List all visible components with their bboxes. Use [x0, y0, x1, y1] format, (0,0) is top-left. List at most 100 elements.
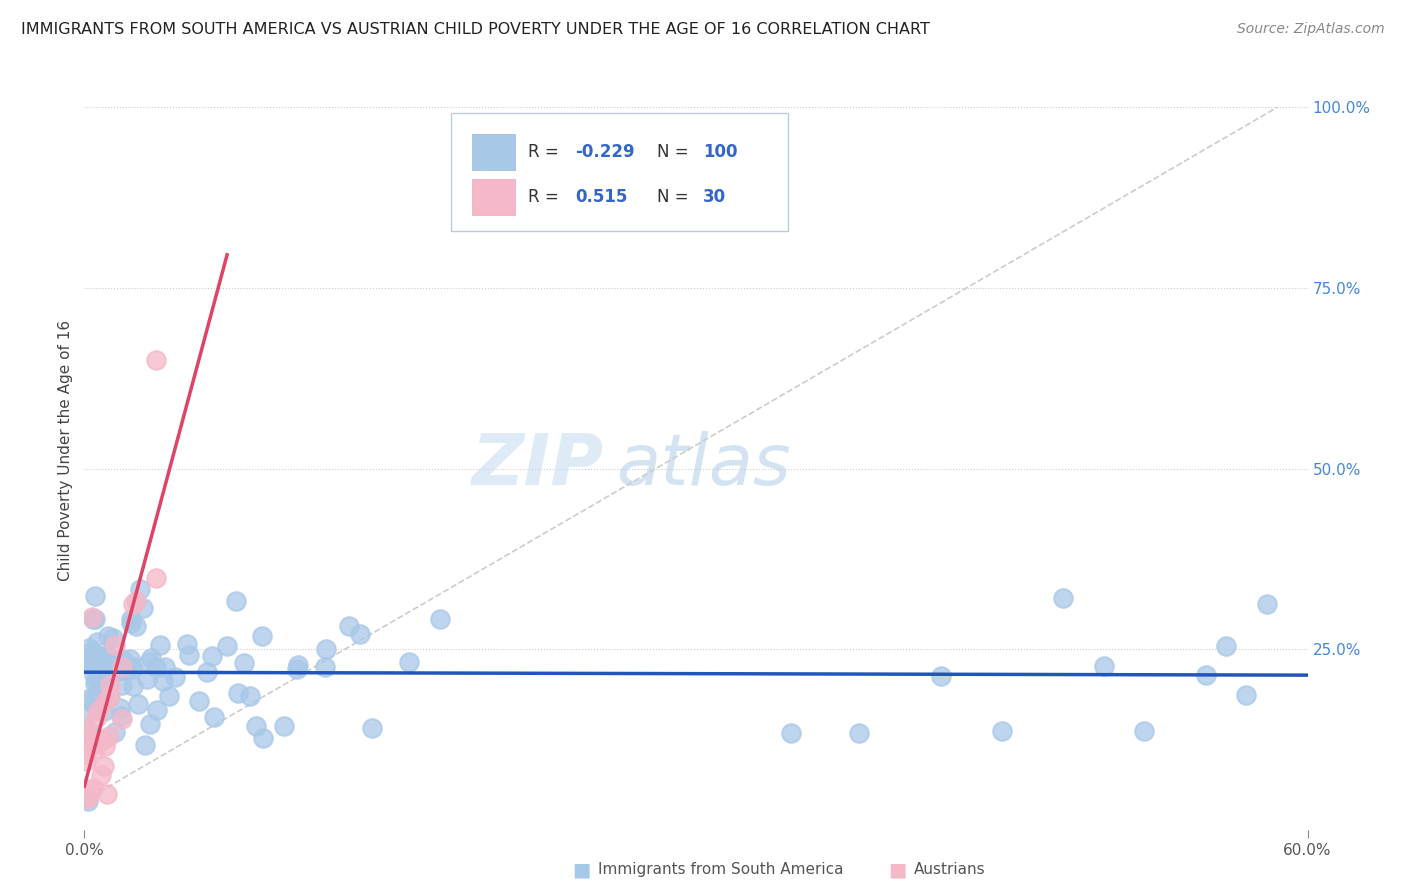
Point: [93, 704, 115, 718]
Point: [98, 690, 121, 705]
Point: [80, 652, 103, 666]
Point: [93, 739, 115, 753]
Point: [285, 662, 308, 676]
Point: [1215, 639, 1237, 653]
Point: [82, 612, 104, 626]
Point: [77, 641, 100, 656]
Point: [97, 629, 120, 643]
Text: ■: ■: [889, 860, 907, 880]
Point: [225, 594, 247, 608]
Text: -0.229: -0.229: [575, 143, 634, 161]
Point: [110, 701, 132, 715]
Point: [82, 737, 104, 751]
Point: [139, 717, 162, 731]
Point: [217, 640, 239, 654]
Point: [77, 794, 100, 808]
Point: [83, 677, 105, 691]
Point: [77, 790, 100, 805]
Point: [75, 790, 97, 805]
Point: [91, 657, 114, 672]
Y-axis label: Child Poverty Under the Age of 16: Child Poverty Under the Age of 16: [58, 320, 73, 581]
FancyBboxPatch shape: [451, 113, 787, 230]
Point: [145, 571, 167, 585]
Point: [86, 648, 108, 663]
Point: [86, 635, 108, 649]
Point: [398, 655, 420, 669]
Point: [125, 619, 148, 633]
Point: [96, 787, 118, 801]
Point: [188, 694, 211, 708]
Point: [77, 706, 100, 721]
Point: [991, 724, 1014, 739]
Point: [75, 754, 97, 768]
Point: [77, 692, 100, 706]
Point: [111, 660, 134, 674]
Point: [103, 632, 125, 646]
Point: [848, 726, 870, 740]
Point: [91, 687, 114, 701]
Point: [252, 731, 274, 745]
Point: [122, 597, 145, 611]
Point: [82, 648, 104, 662]
Point: [252, 629, 274, 643]
Text: 0.515: 0.515: [575, 188, 627, 206]
Point: [1256, 597, 1278, 611]
Point: [86, 710, 108, 724]
Point: [1236, 688, 1258, 702]
Point: [121, 662, 143, 676]
Point: [165, 670, 187, 684]
Point: [149, 638, 172, 652]
Text: N =: N =: [657, 143, 693, 161]
Bar: [472, 179, 515, 216]
Point: [153, 659, 176, 673]
Point: [195, 665, 218, 680]
Point: [79, 783, 101, 797]
Point: [77, 657, 100, 672]
Point: [77, 653, 100, 667]
Point: [141, 650, 163, 665]
Text: R =: R =: [529, 188, 564, 206]
Point: [86, 686, 108, 700]
Point: [157, 689, 180, 703]
Text: Source: ZipAtlas.com: Source: ZipAtlas.com: [1237, 22, 1385, 37]
Point: [84, 590, 107, 604]
Point: [120, 612, 142, 626]
Point: [75, 747, 97, 762]
Point: [239, 689, 262, 703]
Point: [132, 600, 155, 615]
Point: [349, 627, 371, 641]
Point: [97, 649, 120, 664]
Point: [145, 703, 167, 717]
Point: [83, 698, 105, 713]
Point: [232, 656, 254, 670]
Point: [177, 648, 200, 663]
Point: [83, 668, 105, 682]
Text: IMMIGRANTS FROM SOUTH AMERICA VS AUSTRIAN CHILD POVERTY UNDER THE AGE OF 16 CORR: IMMIGRANTS FROM SOUTH AMERICA VS AUSTRIA…: [21, 22, 929, 37]
Point: [125, 594, 148, 608]
Point: [77, 727, 100, 741]
Point: [93, 759, 115, 773]
Point: [120, 659, 142, 673]
Point: [127, 697, 149, 711]
Text: N =: N =: [657, 188, 693, 206]
Point: [202, 710, 225, 724]
Point: [77, 723, 100, 737]
Point: [138, 655, 160, 669]
Point: [121, 679, 143, 693]
Point: [110, 709, 132, 723]
Text: ■: ■: [572, 860, 591, 880]
Point: [103, 656, 125, 670]
Point: [91, 733, 114, 747]
Point: [1195, 668, 1218, 682]
Point: [94, 695, 117, 709]
Point: [104, 638, 127, 652]
Point: [429, 612, 451, 626]
Point: [83, 612, 105, 626]
Text: 100: 100: [703, 143, 738, 161]
Point: [201, 649, 224, 664]
Point: [152, 673, 174, 688]
Point: [77, 652, 100, 666]
Point: [1092, 658, 1115, 673]
Point: [145, 353, 167, 368]
Text: 30: 30: [703, 188, 727, 206]
